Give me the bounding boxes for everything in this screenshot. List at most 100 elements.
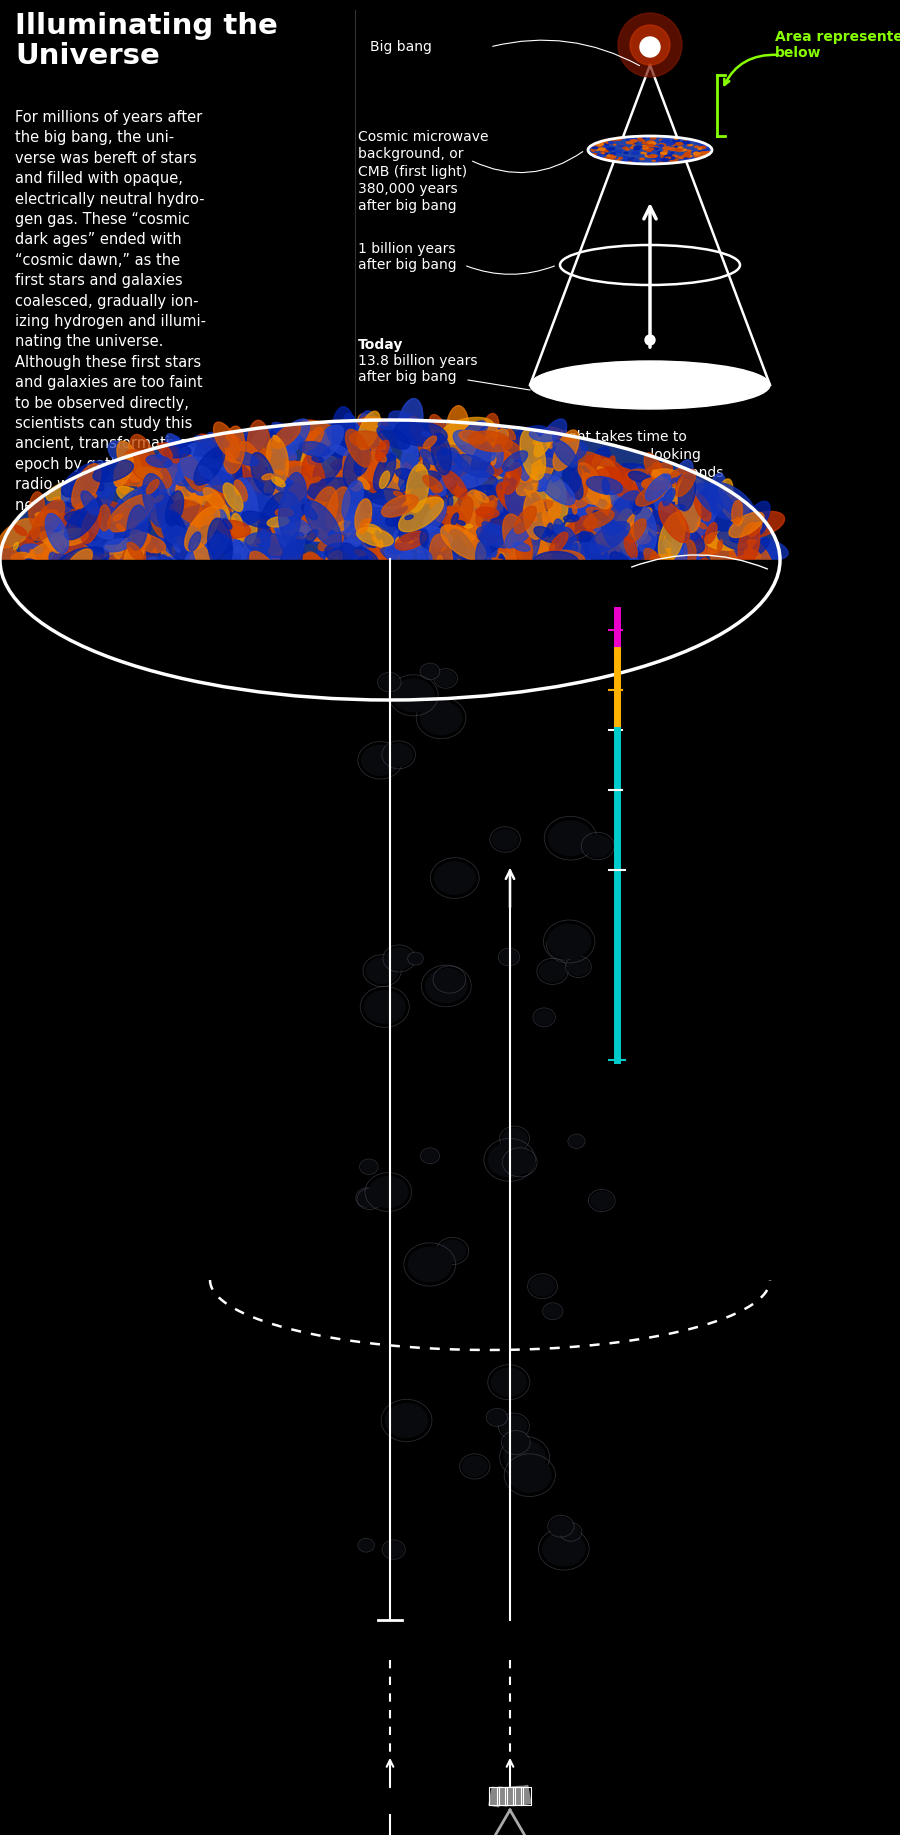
Ellipse shape <box>230 562 254 574</box>
Ellipse shape <box>683 580 710 618</box>
Ellipse shape <box>420 450 436 464</box>
Ellipse shape <box>468 633 511 672</box>
Ellipse shape <box>142 473 170 527</box>
Ellipse shape <box>317 563 349 578</box>
Ellipse shape <box>273 580 303 620</box>
Ellipse shape <box>561 589 586 626</box>
Ellipse shape <box>733 595 762 620</box>
Ellipse shape <box>658 143 666 147</box>
Ellipse shape <box>288 661 316 699</box>
Ellipse shape <box>520 429 545 481</box>
Ellipse shape <box>347 451 387 483</box>
Ellipse shape <box>624 598 653 620</box>
Ellipse shape <box>732 545 742 550</box>
Bar <box>505 1787 515 1806</box>
Ellipse shape <box>458 484 498 508</box>
Ellipse shape <box>635 521 661 543</box>
Ellipse shape <box>220 495 244 528</box>
Ellipse shape <box>75 600 84 607</box>
Ellipse shape <box>619 145 625 147</box>
Ellipse shape <box>594 154 601 156</box>
Ellipse shape <box>32 499 65 541</box>
Ellipse shape <box>276 512 304 563</box>
Bar <box>355 571 900 1681</box>
Ellipse shape <box>698 152 705 154</box>
Ellipse shape <box>536 651 545 670</box>
Ellipse shape <box>382 620 413 648</box>
Ellipse shape <box>699 147 706 149</box>
Ellipse shape <box>299 442 329 457</box>
Ellipse shape <box>378 479 420 508</box>
Ellipse shape <box>31 538 84 562</box>
Bar <box>489 1787 502 1807</box>
Ellipse shape <box>220 624 251 650</box>
Ellipse shape <box>59 543 64 552</box>
Ellipse shape <box>22 541 56 573</box>
Ellipse shape <box>446 450 476 503</box>
Ellipse shape <box>212 552 217 560</box>
Ellipse shape <box>572 541 585 567</box>
Ellipse shape <box>574 530 585 538</box>
Ellipse shape <box>228 497 260 521</box>
Ellipse shape <box>168 501 187 512</box>
Ellipse shape <box>508 606 532 620</box>
Ellipse shape <box>734 562 778 584</box>
Ellipse shape <box>90 525 133 545</box>
Ellipse shape <box>593 552 610 569</box>
Ellipse shape <box>256 556 292 573</box>
Ellipse shape <box>480 497 504 521</box>
Ellipse shape <box>184 506 207 545</box>
Ellipse shape <box>476 646 494 675</box>
Ellipse shape <box>607 569 616 578</box>
Ellipse shape <box>184 534 229 569</box>
Ellipse shape <box>278 620 305 675</box>
Ellipse shape <box>691 585 697 596</box>
Ellipse shape <box>332 584 350 615</box>
Ellipse shape <box>178 457 232 484</box>
Ellipse shape <box>442 576 454 600</box>
Ellipse shape <box>675 470 696 495</box>
Ellipse shape <box>179 624 203 635</box>
Ellipse shape <box>382 578 387 587</box>
Ellipse shape <box>607 560 650 591</box>
Ellipse shape <box>251 506 260 510</box>
Ellipse shape <box>149 554 169 591</box>
Ellipse shape <box>563 550 590 587</box>
Ellipse shape <box>380 673 399 690</box>
Ellipse shape <box>413 639 440 651</box>
Ellipse shape <box>306 650 345 683</box>
Ellipse shape <box>198 587 220 622</box>
Ellipse shape <box>255 584 278 628</box>
Ellipse shape <box>601 459 621 490</box>
Ellipse shape <box>649 562 666 569</box>
Ellipse shape <box>189 552 217 600</box>
Ellipse shape <box>465 519 508 549</box>
Ellipse shape <box>497 468 508 494</box>
Ellipse shape <box>351 573 370 606</box>
Ellipse shape <box>97 639 108 655</box>
Ellipse shape <box>531 455 542 479</box>
Ellipse shape <box>231 514 243 539</box>
Ellipse shape <box>239 442 264 475</box>
Ellipse shape <box>149 587 178 624</box>
Ellipse shape <box>284 473 307 521</box>
Ellipse shape <box>614 573 638 602</box>
Ellipse shape <box>513 657 544 688</box>
Ellipse shape <box>665 141 670 143</box>
Ellipse shape <box>732 501 742 525</box>
Ellipse shape <box>666 620 693 650</box>
Ellipse shape <box>38 596 57 635</box>
Ellipse shape <box>651 573 661 578</box>
Ellipse shape <box>662 562 690 595</box>
Ellipse shape <box>137 644 172 662</box>
Ellipse shape <box>436 439 446 444</box>
Ellipse shape <box>258 580 277 587</box>
Ellipse shape <box>372 602 390 639</box>
Ellipse shape <box>399 470 410 488</box>
Ellipse shape <box>248 420 271 472</box>
Ellipse shape <box>424 495 433 505</box>
Ellipse shape <box>506 556 518 563</box>
Ellipse shape <box>328 659 345 695</box>
Ellipse shape <box>596 143 603 145</box>
Ellipse shape <box>40 532 68 549</box>
